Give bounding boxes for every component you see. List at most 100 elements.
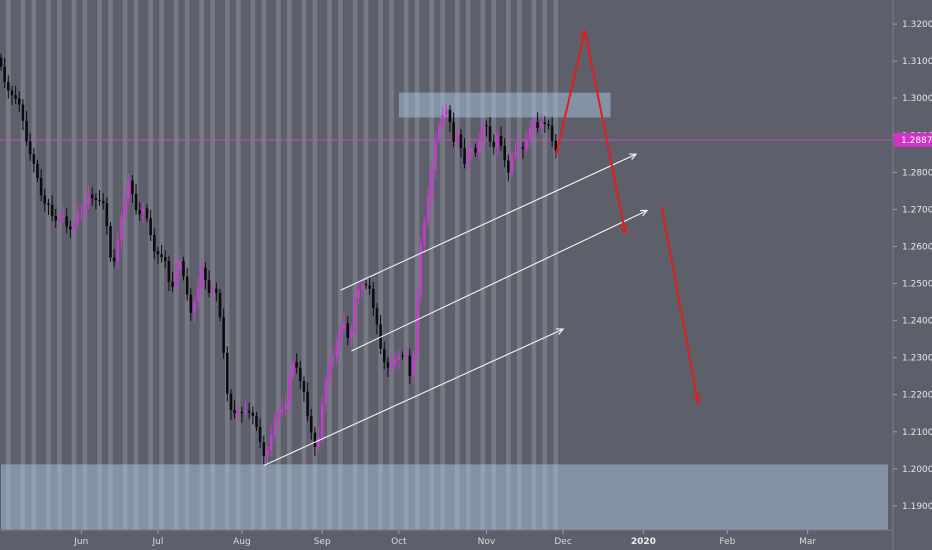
projection-arrow[interactable] (660, 206, 700, 404)
candle-up (320, 403, 324, 438)
candle-down (229, 393, 233, 410)
candle-up (196, 287, 200, 303)
candle-up (481, 125, 485, 142)
session-stripe (338, 0, 343, 530)
candle-up (291, 362, 295, 377)
channel-line[interactable] (351, 210, 648, 352)
session-shading-layer (6, 0, 559, 530)
candle-up (116, 239, 120, 262)
session-stripe (148, 0, 153, 530)
x-tick-label: Oct (391, 537, 407, 547)
x-tick-label: 2020 (631, 537, 656, 547)
candle-up (284, 403, 287, 410)
candle-up (426, 197, 430, 223)
candle-up (331, 357, 335, 362)
candle-down (233, 409, 236, 414)
candle-down (386, 362, 390, 368)
candle-up (266, 450, 269, 457)
candle-down (185, 276, 189, 295)
candle-up (525, 140, 528, 149)
x-tick-label: Sep (314, 537, 331, 547)
candle-down (222, 317, 225, 353)
candle-up (200, 267, 204, 288)
candle-down (251, 412, 255, 416)
candle-down (65, 216, 68, 227)
candle-up (415, 297, 419, 355)
candle-down (309, 416, 313, 433)
current-price-label: 1.28875 (901, 136, 932, 146)
candle-down (32, 154, 36, 164)
y-axis[interactable]: 1.19000 1.20000 1.21000 1.22000 1.23000 1.240… (892, 0, 932, 550)
candle-up (72, 223, 76, 230)
channel-arrowhead-icon (640, 209, 649, 217)
candle-up (412, 354, 415, 376)
candle-up (437, 125, 441, 139)
x-tick-label: Nov (478, 537, 496, 547)
candle-up (178, 260, 182, 271)
candle-down (94, 198, 98, 201)
candle-down (3, 66, 6, 82)
candle-up (324, 381, 328, 404)
candle-up (273, 419, 277, 436)
candle-up (58, 217, 61, 221)
support-zone[interactable] (1, 464, 888, 530)
candle-up (419, 244, 423, 298)
candle-down (507, 160, 510, 173)
candle-up (288, 376, 291, 404)
candle-up (470, 148, 474, 154)
candle-down (258, 426, 262, 443)
candle-up (423, 222, 426, 245)
session-stripe (31, 0, 37, 530)
candle-up (393, 359, 397, 364)
session-stripe (403, 0, 409, 530)
zone-layer (1, 92, 888, 530)
y-tick-label: 1.24000 (902, 317, 932, 327)
session-stripe (235, 0, 241, 530)
candle-up (280, 409, 284, 413)
candle-down (459, 134, 463, 149)
candle-up (83, 203, 87, 212)
candle-up (445, 109, 448, 115)
y-tick-label: 1.28000 (902, 168, 932, 178)
x-tick-label: Dec (554, 537, 571, 547)
candle-up (342, 323, 346, 329)
candle-down (156, 251, 160, 255)
projection-arrow-layer (554, 29, 702, 405)
y-tick-label: 1.20000 (902, 465, 932, 475)
session-stripe (6, 0, 11, 530)
x-tick-label: Feb (719, 537, 735, 547)
candle-down (499, 136, 503, 147)
candle-down (218, 292, 222, 318)
candle-up (353, 297, 357, 331)
candle-down (299, 367, 302, 382)
candle-down (105, 203, 109, 227)
channel-line-layer (263, 153, 649, 467)
candle-down (401, 355, 404, 357)
candle-up (514, 151, 517, 156)
channel-line[interactable] (340, 153, 637, 291)
candle-down (485, 125, 488, 127)
candle-up (328, 361, 331, 382)
candle-down (255, 415, 258, 427)
candle-down (14, 95, 17, 99)
session-stripe (20, 0, 26, 530)
candle-down (448, 109, 452, 122)
x-axis[interactable]: Jun Jul Aug Sep Oct Nov Dec 2020 Feb Mar (0, 529, 893, 547)
current-price-badge-bg (894, 132, 932, 147)
candle-down (47, 203, 50, 205)
candle-down (240, 411, 244, 414)
candle-up (339, 328, 342, 341)
session-stripe (363, 0, 369, 530)
candle-down (189, 294, 193, 313)
candle-up (174, 270, 178, 288)
session-stripe (454, 0, 460, 530)
resistance-zone[interactable] (398, 92, 611, 118)
candle-up (455, 134, 459, 142)
y-tick-label: 1.27000 (902, 205, 932, 215)
candle-up (142, 208, 145, 215)
candle-up (193, 302, 196, 313)
channel-line[interactable] (263, 328, 564, 467)
candle-up (76, 211, 79, 224)
candle-down (346, 323, 350, 339)
